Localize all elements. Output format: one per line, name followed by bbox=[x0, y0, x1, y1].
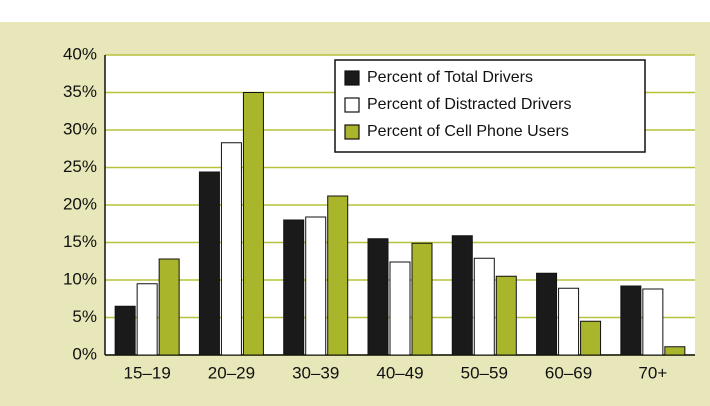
y-tick-label: 35% bbox=[63, 82, 97, 101]
bar bbox=[242, 92, 264, 356]
legend-label: Percent of Cell Phone Users bbox=[367, 123, 569, 140]
x-tick-label: 15–19 bbox=[124, 363, 171, 382]
y-tick-label: 20% bbox=[63, 194, 97, 213]
bar bbox=[198, 171, 220, 356]
bar bbox=[642, 288, 664, 356]
y-tick-label: 5% bbox=[72, 307, 97, 326]
bar bbox=[558, 287, 580, 356]
bar bbox=[411, 242, 433, 356]
legend-swatch bbox=[344, 124, 360, 140]
bar bbox=[305, 216, 327, 356]
bar bbox=[664, 346, 686, 356]
legend-swatch bbox=[344, 97, 360, 113]
bar bbox=[473, 257, 495, 356]
x-tick-label: 30–39 bbox=[292, 363, 339, 382]
legend-box bbox=[334, 59, 646, 153]
x-tick-label: 50–59 bbox=[461, 363, 508, 382]
y-tick-label: 15% bbox=[63, 232, 97, 251]
y-tick-label: 10% bbox=[63, 269, 97, 288]
bar bbox=[283, 219, 305, 356]
bar bbox=[158, 258, 180, 356]
y-tick-label: 25% bbox=[63, 157, 97, 176]
bar bbox=[495, 275, 517, 356]
y-tick-label: 40% bbox=[63, 44, 97, 63]
legend: Percent of Total Drivers Percent of Distr… bbox=[334, 59, 646, 153]
bar bbox=[580, 320, 602, 356]
bar bbox=[220, 142, 242, 356]
bar bbox=[451, 235, 473, 356]
x-tick-label: 60–69 bbox=[545, 363, 592, 382]
x-tick-label: 20–29 bbox=[208, 363, 255, 382]
bar bbox=[136, 283, 158, 356]
legend-swatch bbox=[344, 70, 360, 86]
legend-label: Percent of Distracted Drivers bbox=[367, 96, 572, 113]
bar bbox=[389, 261, 411, 356]
x-tick-label: 70+ bbox=[638, 363, 667, 382]
bar bbox=[114, 305, 136, 356]
legend-label: Percent of Total Drivers bbox=[367, 69, 533, 86]
bar bbox=[367, 238, 389, 356]
x-tick-label: 40–49 bbox=[376, 363, 423, 382]
bar bbox=[536, 272, 558, 356]
bar bbox=[327, 195, 349, 356]
y-tick-label: 30% bbox=[63, 119, 97, 138]
bar bbox=[620, 285, 642, 356]
y-tick-label: 0% bbox=[72, 344, 97, 363]
